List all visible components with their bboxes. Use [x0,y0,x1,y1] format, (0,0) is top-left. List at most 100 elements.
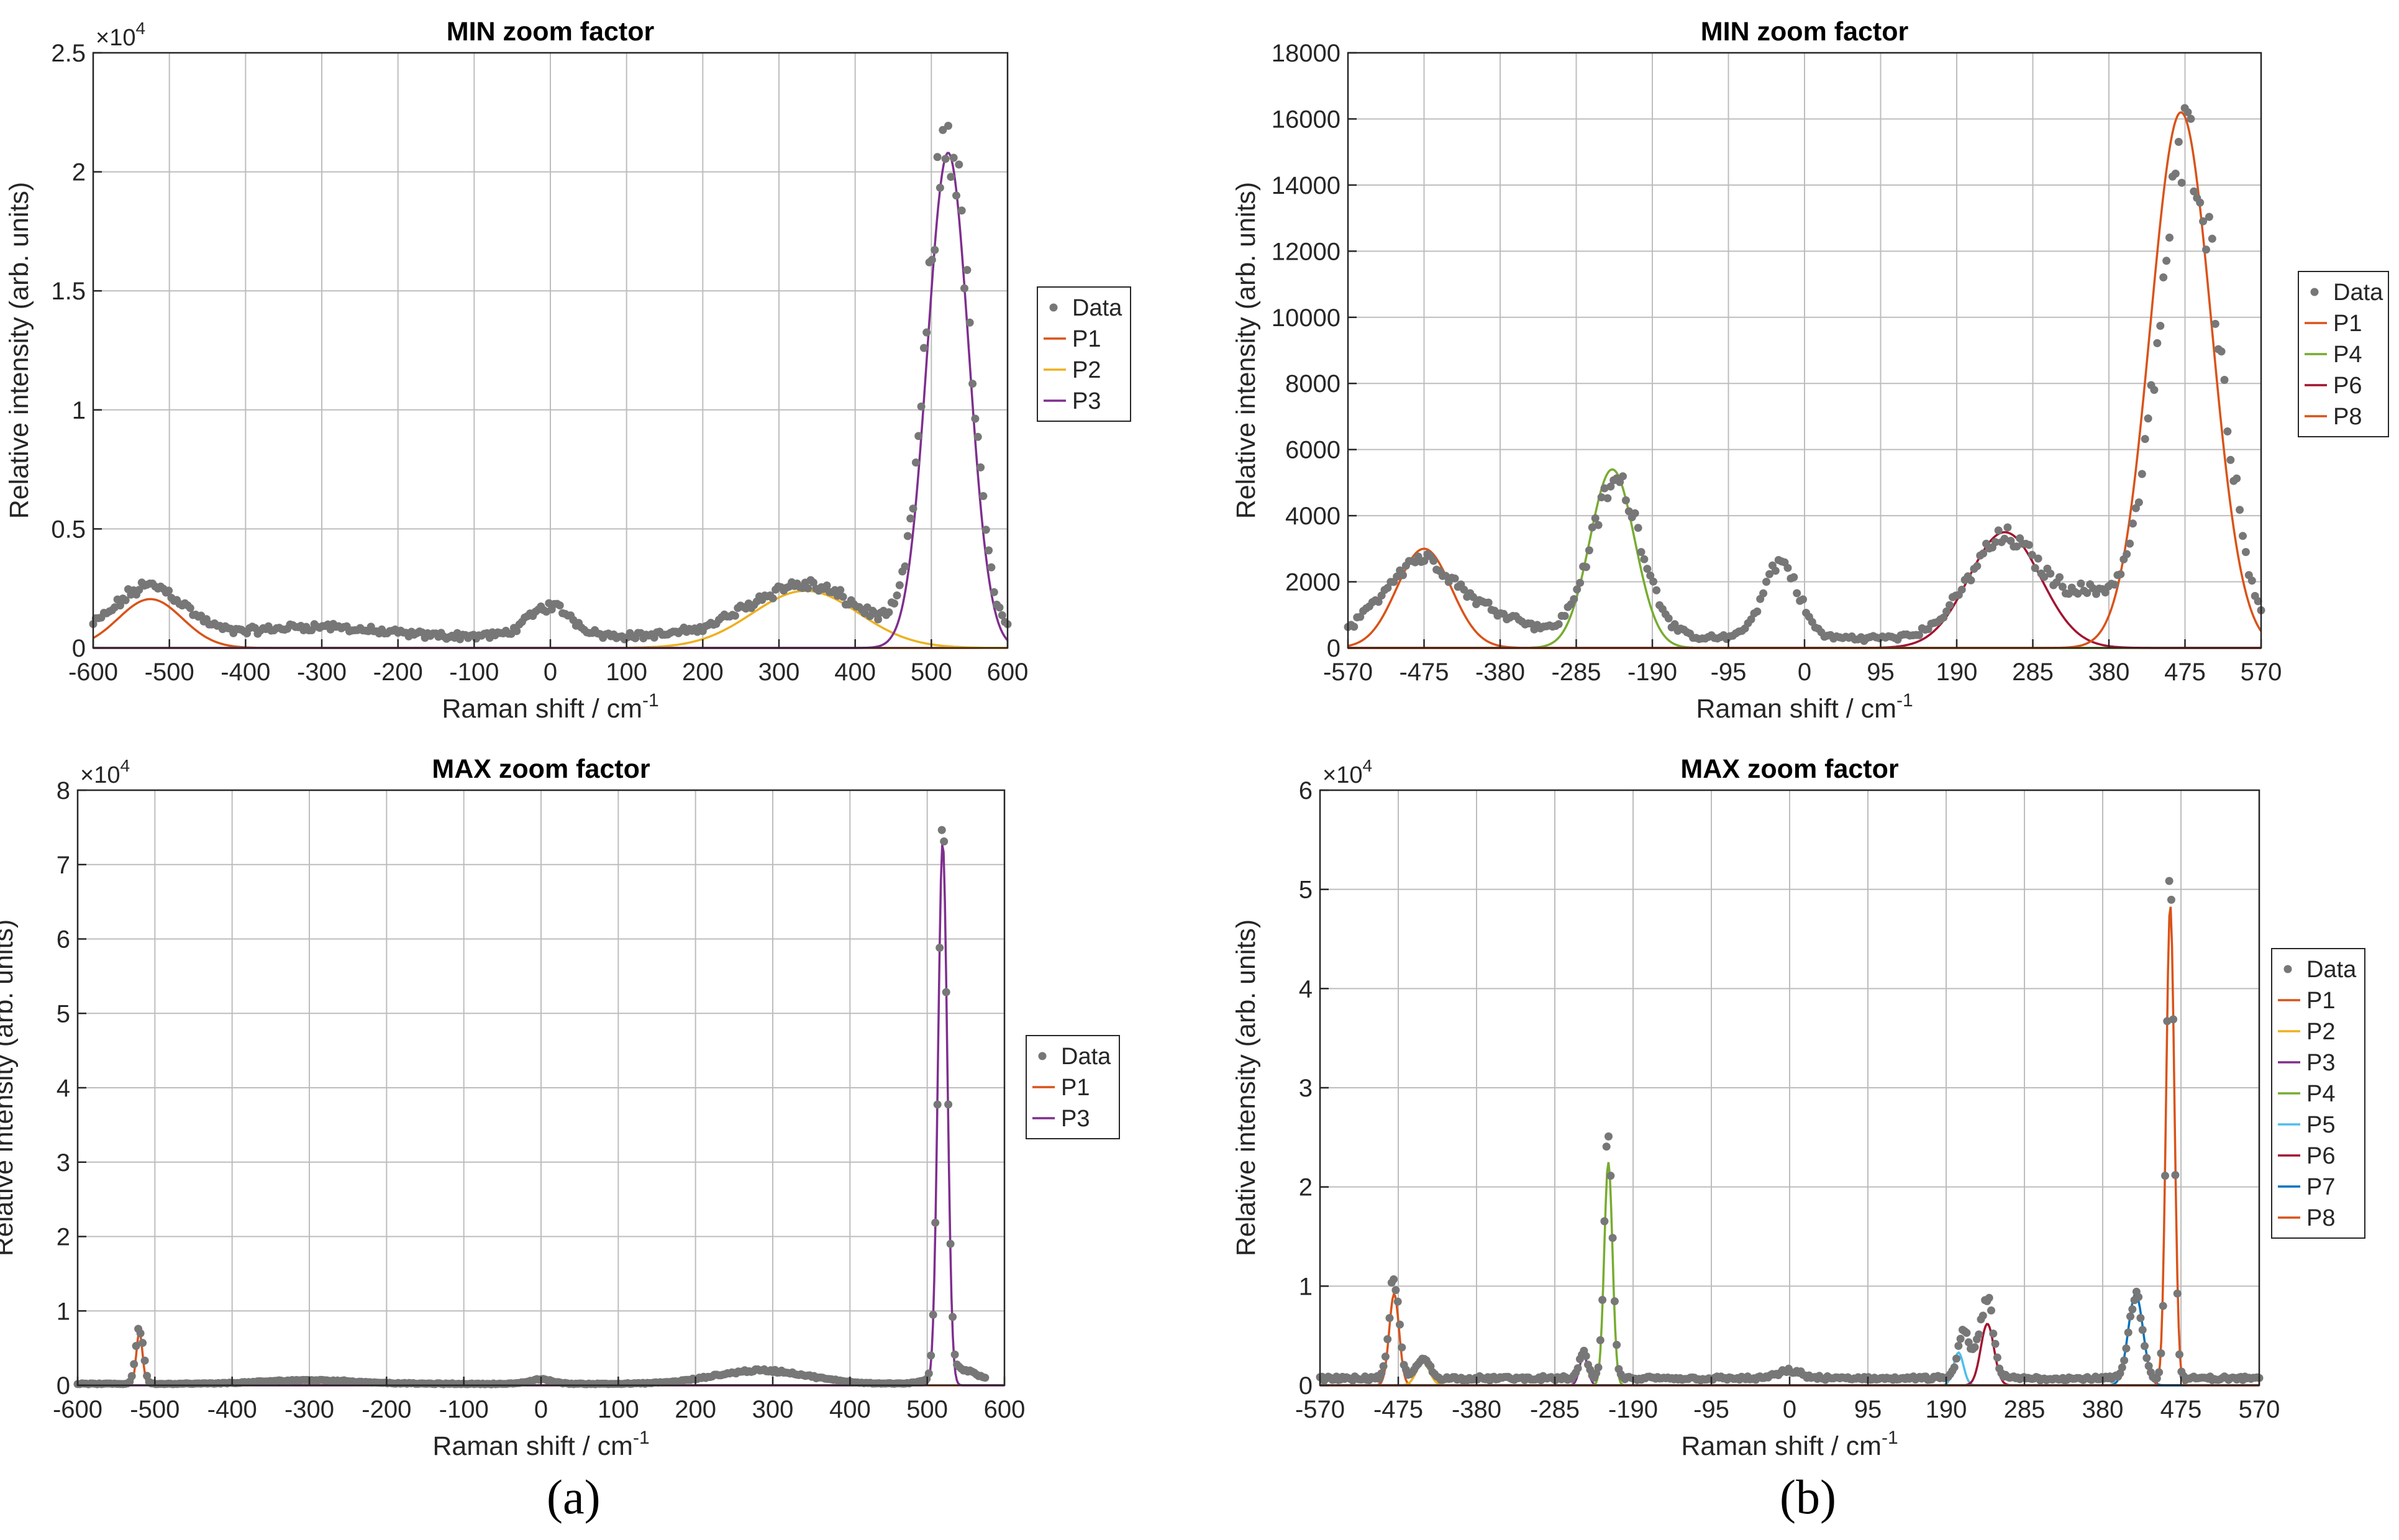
data-point [1987,1306,1995,1314]
data-point [186,604,194,613]
data-point [127,1372,136,1380]
x-tick-label: 0 [1798,658,1811,686]
y-axis-label: Relative intensity (arb. units) [4,182,34,519]
x-axis-label-exponent: -1 [1882,1428,1898,1448]
data-point [1381,1352,1390,1361]
data-point [1594,521,1603,529]
x-tick-label: 0 [544,658,557,686]
y-tick-label: 3 [57,1149,70,1177]
data-point [931,1218,940,1227]
data-points [89,122,1012,644]
x-tick-label: -380 [1475,658,1525,686]
data-point [1790,573,1798,581]
legend: Data P1 P3 [1026,1035,1120,1139]
data-point [2128,1305,2137,1314]
data-point [1379,1362,1388,1370]
data-point [2167,895,2175,904]
x-tick-label: -190 [1627,658,1677,686]
data-point [555,601,564,609]
x-tick-label: 600 [984,1396,1026,1423]
data-point [1962,1329,1971,1337]
data-point [2165,234,2174,242]
legend-label-p1: P1 [1061,1075,1090,1101]
y-axis-multiplier: ×104 [80,756,130,788]
data-point [933,1100,942,1109]
data-point [981,526,990,534]
x-tick-label: 600 [987,658,1029,686]
data-point [2169,1015,2178,1024]
x-tick-label: 570 [2241,658,2282,686]
data-point [1605,1132,1613,1141]
data-point [895,581,904,590]
x-tick-label: -285 [1530,1396,1580,1423]
data-point [2175,1350,2183,1359]
chart-title: MAX zoom factor [432,754,650,784]
legend-marker-data [1038,1052,1047,1060]
x-tick-label: -500 [145,658,194,686]
chart-title: MIN zoom factor [1701,17,1909,47]
data-point [2137,470,2146,478]
data-point [1585,546,1593,555]
data-point [2120,1356,2129,1365]
data-point [1608,1234,1617,1242]
data-point [1957,585,1966,594]
data-point [885,608,893,617]
data-point [2159,1301,2167,1310]
data-point [1613,1341,1621,1349]
data-point [1649,577,1658,586]
legend-label-data: Data [1072,295,1122,321]
data-point [1391,1286,1400,1295]
data-point [139,1339,147,1347]
data-point [2171,170,2180,178]
data-point [839,593,847,601]
data-point [1350,622,1359,631]
data-point [1624,507,1633,516]
x-tick-label: 475 [2160,1396,2202,1423]
data-point [909,504,917,513]
data-point [2152,1374,2161,1383]
x-axis-label: Raman shift / cm-1 [1696,690,1913,724]
data-point [1598,1296,1607,1304]
legend-label-p4: P4 [2333,342,2362,368]
data-point [985,546,993,555]
y-tick-label: 2 [72,159,86,186]
chart-a-max: -600 -500 -400 -300 -200 -100 0 100 200 300 400 500… [0,754,1120,1461]
legend: Data P1 P4 P6 P8 [2298,271,2389,437]
data-point [965,318,974,327]
data-point [2034,554,2042,563]
legend-label-data: Data [2333,280,2383,306]
data-point [1973,562,1982,570]
data-point [1950,1363,1959,1372]
data-point [2155,1368,2164,1377]
data-point [116,601,124,610]
y-tick-label: 1.5 [51,278,86,305]
x-tick-label: 300 [758,658,800,686]
data-point [981,1374,990,1382]
data-point [1390,1275,1398,1283]
data-point [2196,198,2205,207]
legend-label-p5: P5 [2306,1112,2335,1138]
x-tick-label: 380 [2082,1396,2124,1423]
data-point [2241,548,2250,557]
data-point [919,344,928,352]
data-point [121,596,130,604]
data-point [2126,1312,2134,1321]
data-point [914,432,923,440]
data-point [955,160,963,169]
data-point [1621,496,1630,504]
data-point [1646,572,1655,580]
data-point [968,380,977,388]
data-point [2159,273,2168,281]
y-tick-label: 0.5 [51,516,86,543]
x-axis-label: Raman shift / cm-1 [432,1428,649,1461]
data-point [1914,631,1923,639]
data-point [1450,574,1459,583]
data-point [2254,597,2262,606]
x-tick-label: 285 [2012,658,2054,686]
data-point [929,1310,937,1319]
chart-title: MIN zoom factor [447,17,655,47]
x-tick-label: -95 [1711,658,1747,686]
x-tick-label: 0 [1783,1396,1796,1423]
data-point [2183,108,2192,117]
data-point [2187,114,2195,123]
